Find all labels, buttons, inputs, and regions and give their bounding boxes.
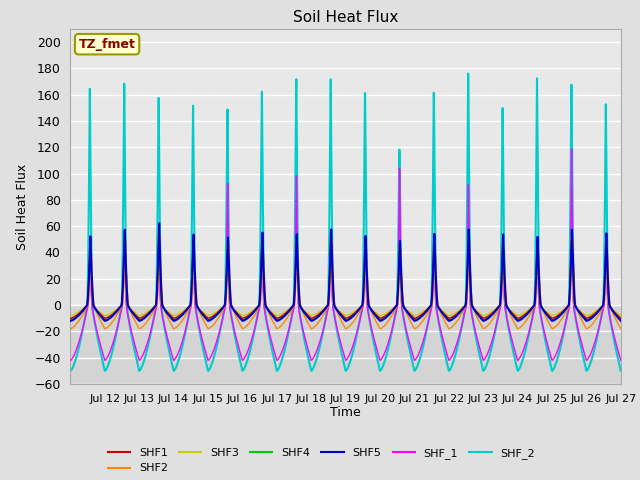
SHF_2 (465, 71, 472, 76)
SHF4 (500, 264, 508, 270)
SHF_1 (416, 348, 424, 353)
SHF1 (67, 315, 74, 321)
SHF1 (465, 233, 472, 239)
SHF5 (465, 227, 472, 232)
SHF_2 (617, 368, 625, 374)
SHF2 (417, 322, 424, 327)
SHF5 (179, 311, 187, 317)
SHF2 (617, 326, 625, 332)
SHF_1 (568, 146, 575, 152)
SHF5 (67, 318, 74, 324)
SHF1 (617, 315, 625, 321)
Line: SHF2: SHF2 (70, 235, 621, 329)
SHF4 (155, 224, 163, 230)
SHF2 (67, 326, 74, 332)
SHF3 (611, 308, 619, 314)
SHF5 (617, 318, 625, 324)
SHF_1 (179, 336, 187, 341)
SHF4 (179, 310, 187, 316)
SHF4 (465, 239, 472, 245)
SHF1 (155, 224, 163, 230)
SHF_1 (465, 189, 472, 195)
SHF3 (617, 312, 625, 318)
SHF_2 (179, 340, 187, 346)
Y-axis label: Soil Heat Flux: Soil Heat Flux (16, 163, 29, 250)
SHF4 (67, 317, 74, 323)
Legend: SHF1, SHF2, SHF3, SHF4, SHF5, SHF_1, SHF_2: SHF1, SHF2, SHF3, SHF4, SHF5, SHF_1, SHF… (104, 444, 540, 478)
X-axis label: Time: Time (330, 407, 361, 420)
Text: TZ_fmet: TZ_fmet (79, 37, 136, 51)
SHF4 (533, 248, 541, 254)
SHF_2 (500, 221, 508, 227)
SHF4 (417, 313, 424, 319)
Line: SHF_2: SHF_2 (70, 73, 621, 371)
SHF_1 (67, 358, 74, 363)
SHF2 (179, 316, 187, 322)
SHF5 (611, 311, 619, 316)
SHF3 (465, 249, 472, 255)
SHF2 (465, 258, 472, 264)
SHF2 (156, 232, 164, 238)
SHF_2 (67, 368, 74, 374)
Line: SHF3: SHF3 (70, 231, 621, 315)
Bar (70, 29, 621, 305)
SHF1 (500, 261, 508, 266)
SHF5 (500, 252, 508, 257)
SHF2 (500, 242, 508, 248)
SHF_1 (500, 279, 508, 285)
SHF_1 (533, 268, 541, 274)
Line: SHF5: SHF5 (70, 223, 621, 321)
SHF2 (611, 314, 619, 320)
SHF3 (417, 311, 424, 316)
SHF5 (417, 315, 424, 321)
SHF1 (179, 310, 187, 315)
Line: SHF1: SHF1 (70, 227, 621, 318)
SHF4 (611, 311, 619, 316)
SHF_1 (617, 358, 625, 363)
SHF3 (533, 246, 541, 252)
SHF3 (500, 274, 508, 279)
SHF2 (533, 278, 541, 284)
SHF1 (611, 310, 619, 315)
SHF1 (417, 312, 424, 318)
SHF1 (533, 254, 541, 260)
SHF4 (617, 317, 625, 323)
SHF5 (156, 220, 163, 226)
SHF3 (155, 228, 163, 234)
SHF3 (67, 312, 74, 318)
Line: SHF_1: SHF_1 (70, 149, 621, 360)
Title: Soil Heat Flux: Soil Heat Flux (293, 10, 398, 25)
SHF5 (533, 255, 541, 261)
SHF_1 (611, 336, 619, 341)
SHF_2 (611, 341, 619, 347)
SHF_2 (533, 98, 541, 104)
Line: SHF4: SHF4 (70, 227, 621, 320)
SHF3 (179, 308, 187, 314)
SHF_2 (465, 126, 472, 132)
SHF_2 (416, 355, 424, 361)
